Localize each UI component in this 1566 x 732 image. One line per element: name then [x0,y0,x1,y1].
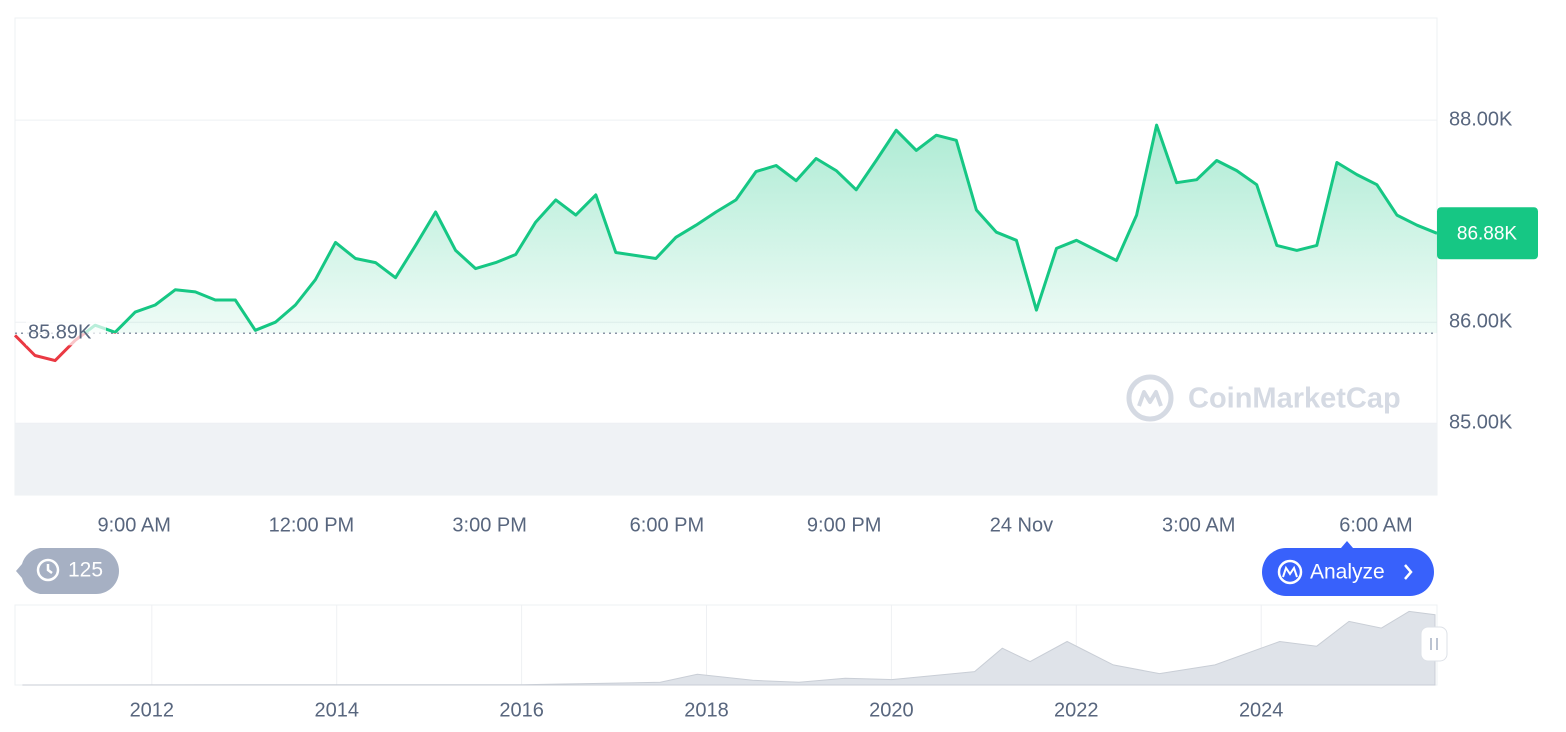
x-tick-label: 3:00 AM [1162,514,1235,536]
x-tick-label: 24 Nov [990,514,1053,536]
reference-label-bg [26,319,106,346]
button-text[interactable]: Analyze [1310,561,1385,584]
navigator-tick-label: 2020 [869,699,914,721]
y-tick-label: 85.00K [1449,412,1513,434]
y-tick-label: 88.00K [1449,108,1513,130]
navigator-handle[interactable] [1420,626,1448,662]
y-tick-label: 86.00K [1449,310,1513,332]
reference-label: 85.89K [28,322,92,344]
badge-text[interactable]: 125 [68,559,103,582]
analyze-button[interactable]: Analyze [1262,541,1434,596]
navigator-tick-label: 2024 [1239,699,1284,721]
x-tick-label: 3:00 PM [452,514,526,536]
x-tick-label: 9:00 PM [807,514,881,536]
x-tick-label: 6:00 PM [630,514,704,536]
current-price-bg [1437,207,1538,260]
price-area [15,125,1437,334]
history-badge[interactable]: 125 [16,548,120,594]
navigator-tick-label: 2022 [1054,699,1099,721]
x-tick-label: 9:00 AM [97,514,170,536]
volume-band [15,423,1437,495]
navigator-tick-label: 2014 [314,699,359,721]
handle-body[interactable] [1420,626,1448,662]
price-line [81,123,1438,334]
x-tick-label: 6:00 AM [1339,514,1412,536]
watermark-text: CoinMarketCap [1188,383,1401,415]
navigator-tick-label: 2016 [499,699,544,721]
navigator-tick-label: 2012 [130,699,175,721]
navigator-tick-label: 2018 [684,699,729,721]
x-tick-label: 12:00 PM [269,514,355,536]
current-price-label: 86.88K [1457,223,1518,244]
watermark: CoinMarketCap [1126,374,1401,422]
navigator-area [22,610,1436,686]
